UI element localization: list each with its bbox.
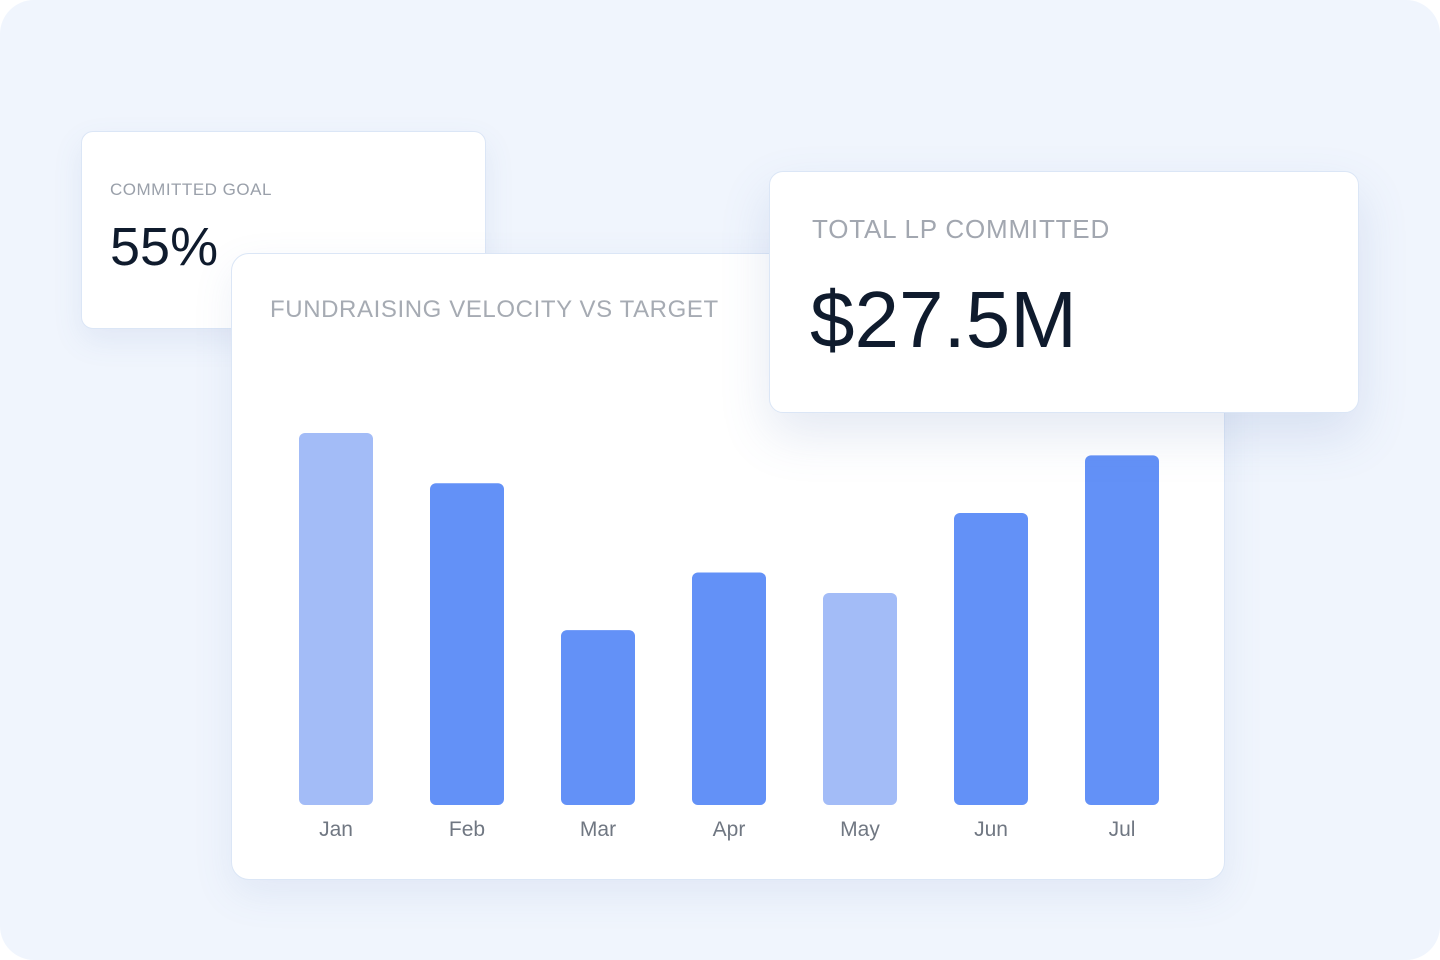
x-tick-jun: Jun bbox=[974, 818, 1008, 841]
total-lp-value: $27.5M bbox=[810, 275, 1077, 364]
x-tick-mar: Mar bbox=[580, 818, 616, 841]
x-tick-apr: Apr bbox=[713, 818, 746, 841]
committed-goal-label: COMMITTED GOAL bbox=[110, 180, 272, 199]
bar-feb bbox=[430, 483, 504, 805]
committed-goal-value: 55% bbox=[110, 217, 219, 277]
bar-jul bbox=[1085, 455, 1159, 805]
total-lp-committed-card: TOTAL LP COMMITTED $27.5M bbox=[769, 171, 1359, 413]
x-tick-jan: Jan bbox=[319, 818, 353, 841]
x-tick-jul: Jul bbox=[1109, 818, 1136, 841]
bar-apr bbox=[692, 572, 766, 805]
bar-may bbox=[823, 592, 897, 805]
chart-title: FUNDRAISING VELOCITY VS TARGET bbox=[270, 296, 719, 323]
bar-mar bbox=[561, 630, 635, 805]
bar-jan bbox=[299, 433, 373, 805]
total-lp-label: TOTAL LP COMMITTED bbox=[812, 214, 1111, 244]
x-tick-may: May bbox=[840, 818, 880, 841]
bar-chart: Jan Feb Mar Apr May Jun Jul bbox=[299, 433, 1159, 841]
x-tick-feb: Feb bbox=[449, 818, 485, 841]
bar-jun bbox=[954, 512, 1028, 805]
